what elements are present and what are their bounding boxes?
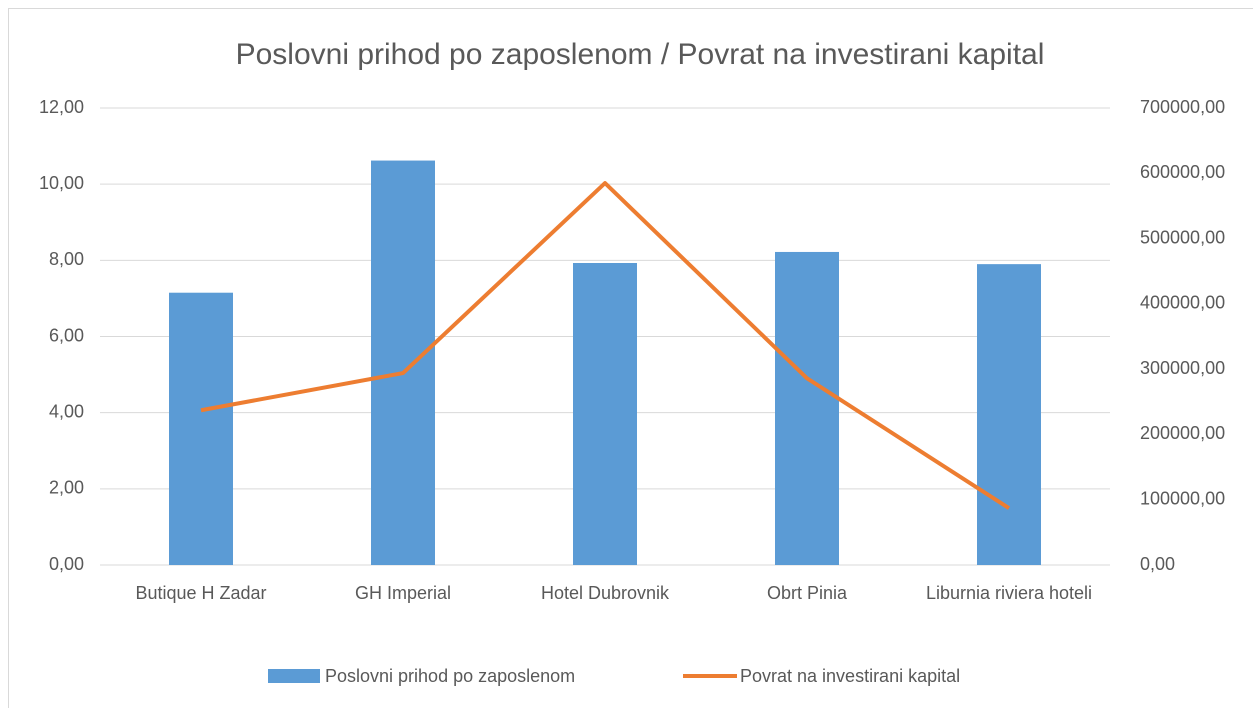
x-tick-label: Butique H Zadar [135,583,267,603]
y-tick-label: 2,00 [49,478,84,498]
x-tick-label: Hotel Dubrovnik [540,583,670,603]
y-tick-label: 8,00 [49,249,84,269]
bar [977,264,1041,565]
y2-tick-label: 100000,00 [1140,488,1225,508]
line-series [200,181,1011,510]
y-tick-label: 4,00 [49,401,84,421]
y-tick-label: 6,00 [49,325,84,345]
bar [169,292,233,565]
y2-tick-label: 400000,00 [1140,293,1225,313]
bar [573,262,637,565]
x-tick-label: Obrt Pinia [766,583,848,603]
x-tick-label: GH Imperial [354,583,452,603]
bar [371,160,435,565]
legend-swatch [268,669,320,683]
chart-frame [8,8,1253,708]
chart-title: Poslovni prihod po zaposlenom / Povrat n… [236,38,1045,71]
y2-tick-label: 0,00 [1140,554,1175,574]
bar [775,251,839,565]
y2-tick-label: 700000,00 [1140,97,1225,117]
y2-tick-label: 600000,00 [1140,162,1225,182]
legend-label: Poslovni prihod po zaposlenom [325,666,575,686]
legend-label: Povrat na investirani kapital [740,666,960,686]
y2-tick-label: 300000,00 [1140,358,1225,378]
x-tick-label: Liburnia riviera hoteli [925,583,1093,603]
y2-tick-label: 200000,00 [1140,423,1225,443]
y-tick-label: 0,00 [49,554,84,574]
y-tick-label: 10,00 [39,173,84,193]
y2-tick-label: 500000,00 [1140,227,1225,247]
y-tick-label: 12,00 [39,97,84,117]
